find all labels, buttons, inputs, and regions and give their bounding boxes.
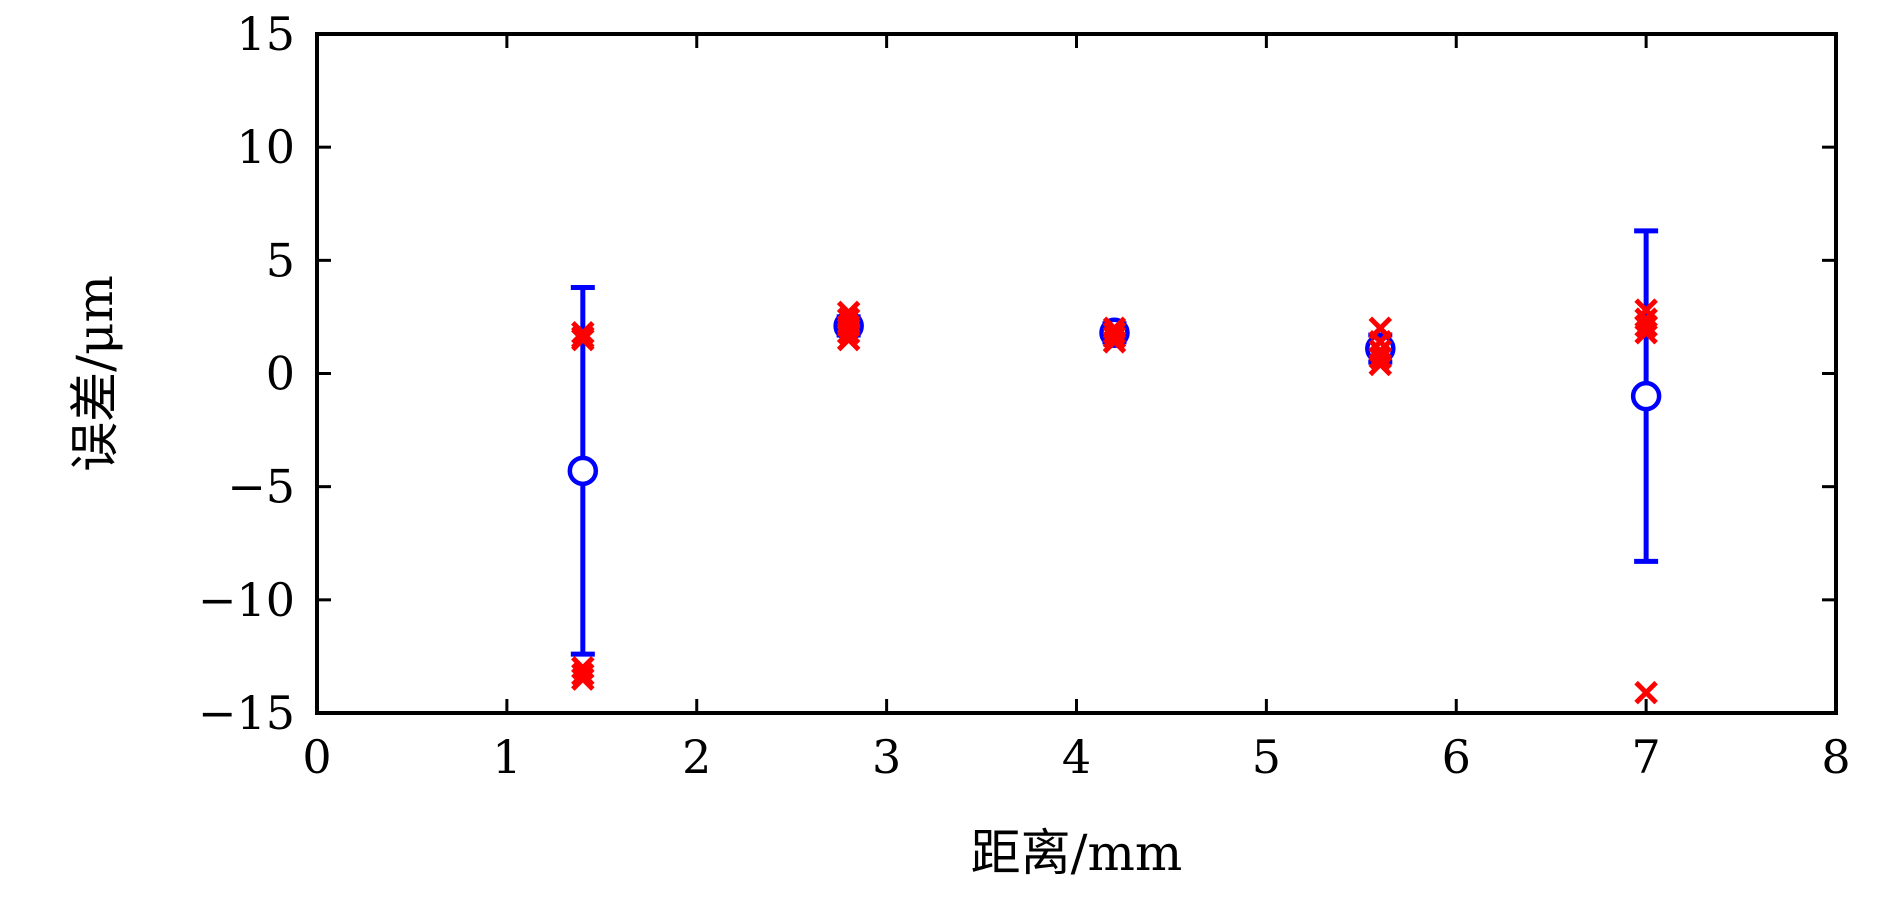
measurement-point [1634, 320, 1658, 345]
x-tick-label: 1 [492, 730, 521, 784]
measurement-point [836, 327, 861, 352]
x-axis-title: 距离/mm [971, 824, 1183, 882]
plot-marks [567, 228, 1662, 705]
y-tick-label: −15 [198, 686, 295, 740]
measurement-point [571, 327, 595, 352]
y-tick-label: −5 [227, 460, 295, 514]
x-tick-label: 2 [682, 730, 711, 784]
x-tick-label: 4 [1062, 730, 1091, 784]
mean-point [1630, 380, 1662, 412]
x-tick-label: 8 [1821, 730, 1850, 784]
measurement-point [1102, 325, 1127, 350]
x-tick-label: 7 [1631, 730, 1660, 784]
axis-ticks: 0 1 2 3 4 5 6 7 8 −15 −10 −5 0 5 10 15 [198, 7, 1851, 784]
y-tick-label: 5 [266, 233, 295, 287]
measurement-point [1102, 320, 1127, 345]
measurement-point [836, 320, 861, 345]
x-tick-label: 3 [872, 730, 901, 784]
measurement-point [1368, 345, 1393, 370]
measurement-point [571, 667, 595, 691]
measurement-point [1368, 352, 1393, 377]
y-axis-title: 误差/μm [66, 275, 124, 472]
measurement-point [571, 320, 595, 345]
x-tick-label: 5 [1252, 730, 1281, 784]
x-tick-label: 0 [302, 730, 331, 784]
measurement-point [571, 662, 595, 687]
y-tick-label: −10 [198, 573, 295, 627]
mean-point [567, 455, 599, 487]
y-tick-label: 15 [236, 7, 295, 61]
plot-frame [315, 32, 1838, 715]
measurement-point [1634, 314, 1658, 338]
measurement-point [1102, 330, 1127, 354]
y-tick-label: 0 [266, 347, 295, 401]
x-tick-label: 6 [1442, 730, 1471, 784]
y-tick-label: 10 [236, 120, 295, 174]
measurement-point [1634, 680, 1658, 705]
